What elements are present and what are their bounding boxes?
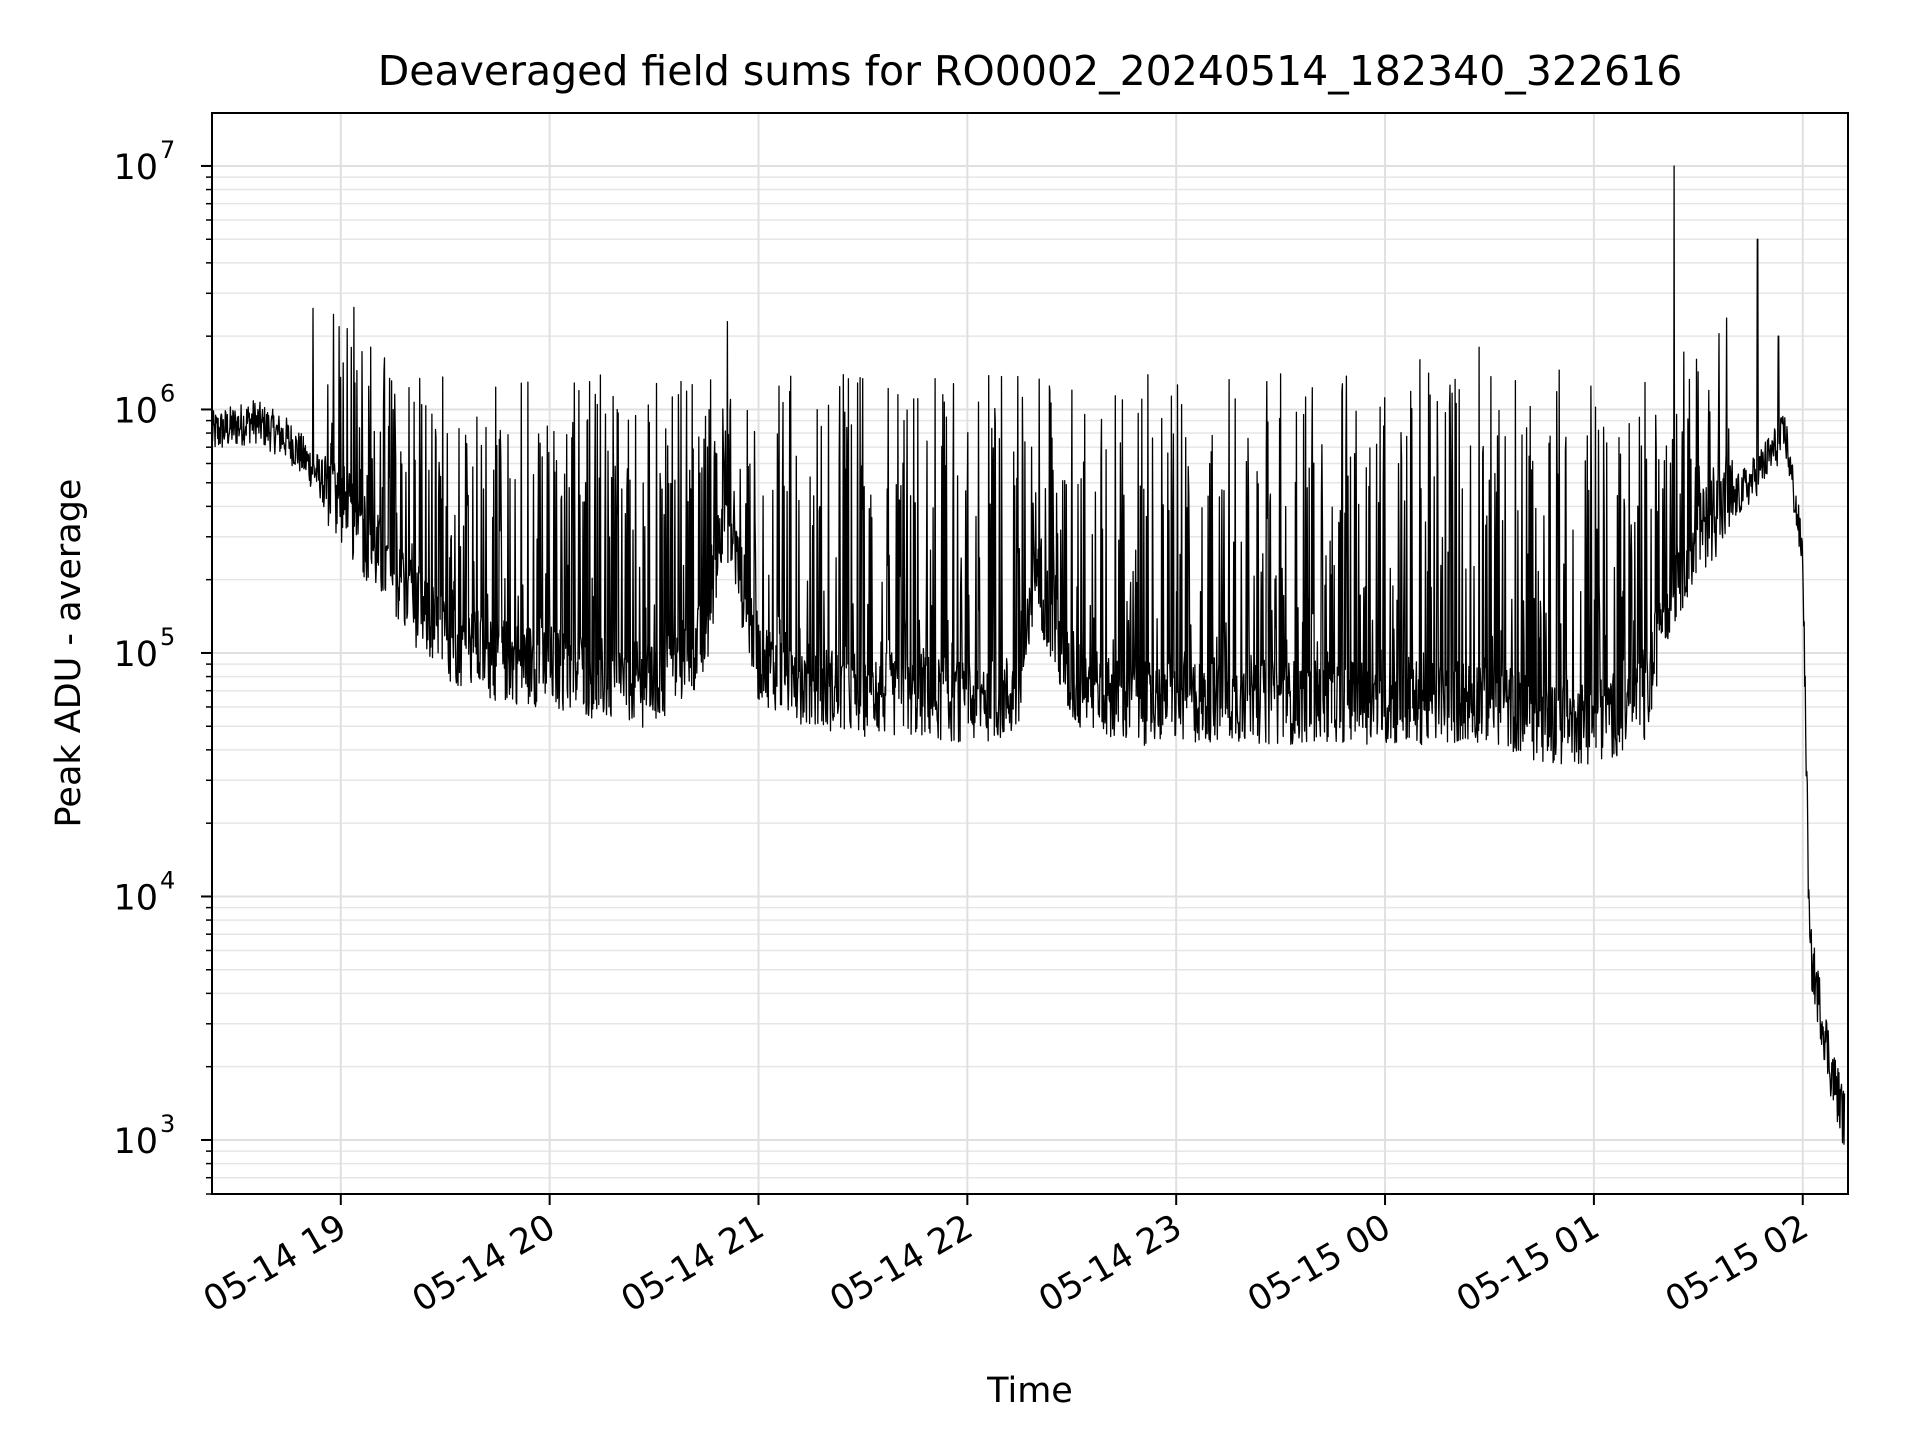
chart-title: Deaveraged field sums for RO0002_2024051… <box>378 47 1683 95</box>
y-tick-exponent: 7 <box>160 136 175 164</box>
y-tick-label: 10 <box>113 635 158 675</box>
series-line <box>211 165 1846 1145</box>
data-series <box>211 165 1846 1145</box>
y-tick-label: 10 <box>113 148 158 188</box>
grid <box>212 113 1848 1195</box>
y-axis-label: Peak ADU - average <box>49 479 89 828</box>
y-tick-exponent: 3 <box>160 1110 175 1138</box>
x-axis-label: Time <box>986 1371 1073 1411</box>
y-tick-label: 10 <box>113 878 158 918</box>
y-tick-exponent: 5 <box>160 623 175 651</box>
y-tick-label: 10 <box>113 391 158 431</box>
y-tick-label: 10 <box>113 1122 158 1162</box>
y-tick-exponent: 4 <box>160 866 175 894</box>
y-tick-exponent: 6 <box>160 379 175 407</box>
